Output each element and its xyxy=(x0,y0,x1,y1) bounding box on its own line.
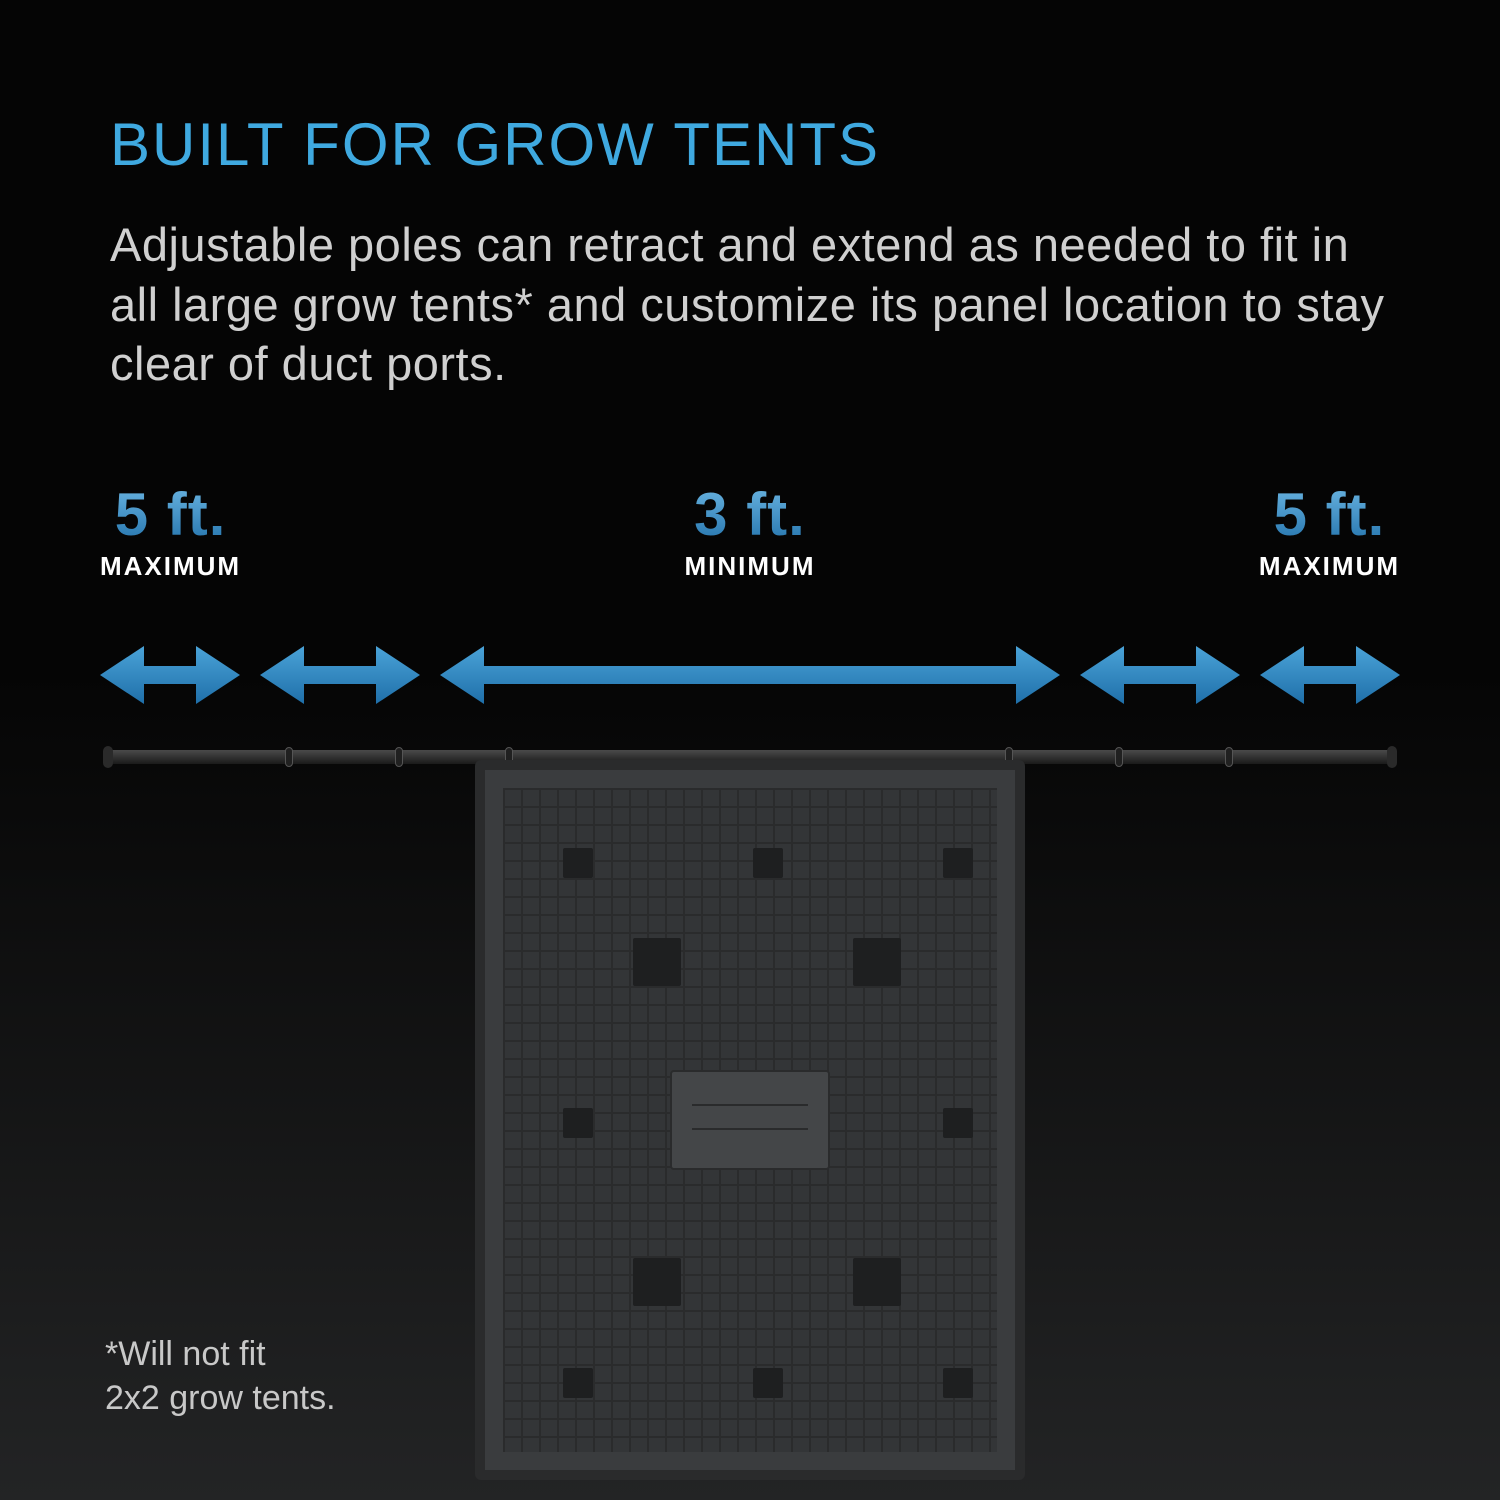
dimension-arrows xyxy=(100,640,1400,710)
dimension-arrow-segment xyxy=(260,646,420,704)
dimension-right: 5 ft. MAXIMUM xyxy=(1259,480,1400,582)
dimension-arrow-segment xyxy=(100,646,240,704)
panel-hole-small xyxy=(943,848,973,878)
dimension-center-value: 3 ft. xyxy=(600,480,900,549)
panel-hole-small xyxy=(943,1108,973,1138)
dimension-arrow-segment xyxy=(1080,646,1240,704)
footnote: *Will not fit2x2 grow tents. xyxy=(105,1332,336,1420)
pole-adjustment-mark xyxy=(1225,747,1233,767)
grow-panel-center-plate xyxy=(670,1070,830,1170)
panel-hole-small xyxy=(753,848,783,878)
panel-hole-small xyxy=(563,1108,593,1138)
dimension-right-value: 5 ft. xyxy=(1259,480,1400,549)
pole-adjustment-mark xyxy=(1115,747,1123,767)
dimension-left: 5 ft. MAXIMUM xyxy=(100,480,241,582)
panel-hole-large xyxy=(853,938,901,986)
grow-panel xyxy=(475,760,1025,1480)
dimension-left-label: MAXIMUM xyxy=(100,551,241,582)
grow-panel-grid xyxy=(503,788,997,1452)
headline: BUILT FOR GROW TENTS xyxy=(110,110,880,179)
pole-adjustment-mark xyxy=(285,747,293,767)
panel-hole-small xyxy=(563,1368,593,1398)
panel-hole-small xyxy=(753,1368,783,1398)
dimension-left-value: 5 ft. xyxy=(100,480,241,549)
panel-hole-small xyxy=(563,848,593,878)
dimension-labels-row: 5 ft. MAXIMUM 3 ft. MINIMUM 5 ft. MAXIMU… xyxy=(0,480,1500,620)
dimension-arrow-segment xyxy=(1260,646,1400,704)
dimension-arrow-segment xyxy=(440,646,1060,704)
dimension-center-label: MINIMUM xyxy=(600,551,900,582)
panel-hole-large xyxy=(853,1258,901,1306)
panel-hole-large xyxy=(633,1258,681,1306)
panel-hole-large xyxy=(633,938,681,986)
panel-hole-small xyxy=(943,1368,973,1398)
dimension-center: 3 ft. MINIMUM xyxy=(600,480,900,582)
pole-adjustment-mark xyxy=(395,747,403,767)
dimension-right-label: MAXIMUM xyxy=(1259,551,1400,582)
description-text: Adjustable poles can retract and extend … xyxy=(110,215,1400,394)
